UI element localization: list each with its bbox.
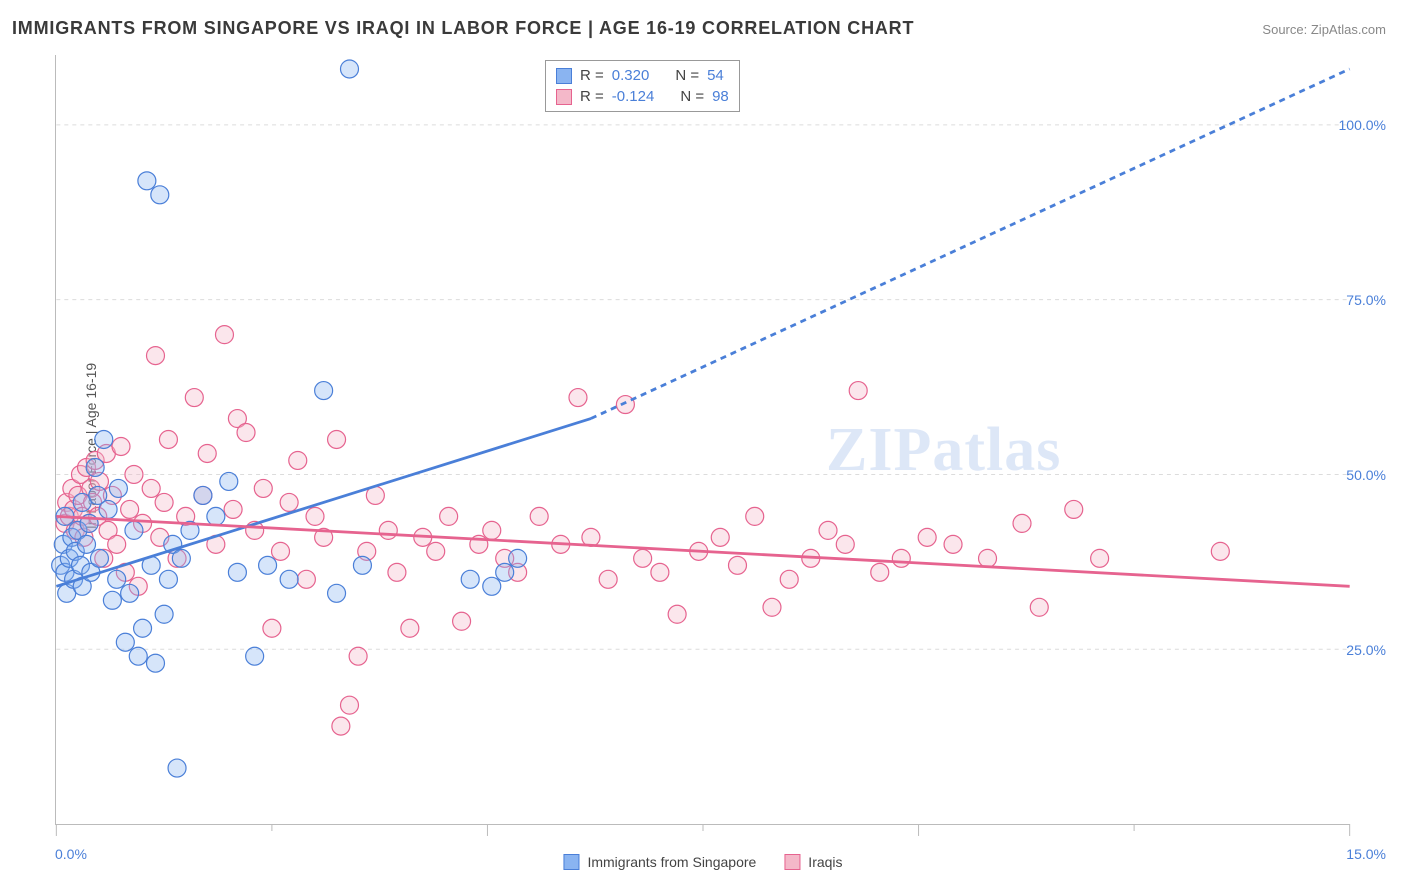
legend-swatch-iraqis <box>556 89 572 105</box>
legend-r-value: 0.320 <box>612 67 650 84</box>
legend-r-value: -0.124 <box>612 88 655 105</box>
legend-label: Iraqis <box>808 854 842 870</box>
legend-n-label: N = <box>680 88 704 105</box>
y-grid-label: 50.0% <box>1346 467 1386 483</box>
legend-item-singapore[interactable]: Immigrants from Singapore <box>563 854 756 870</box>
legend-label: Immigrants from Singapore <box>587 854 756 870</box>
legend-stats-box: R = 0.320 N = 54 R = -0.124 N = 98 <box>545 60 740 112</box>
chart-plot-area: ZIPatlas <box>55 55 1350 825</box>
source-attribution: Source: ZipAtlas.com <box>1262 22 1386 37</box>
y-grid-label: 75.0% <box>1346 292 1386 308</box>
legend-item-iraqis[interactable]: Iraqis <box>784 854 842 870</box>
x-axis-min-label: 0.0% <box>55 846 87 862</box>
legend-stats-row-singapore: R = 0.320 N = 54 <box>556 65 729 86</box>
legend-n-value: 98 <box>712 88 729 105</box>
chart-svg <box>56 55 1350 824</box>
legend-n-label: N = <box>675 67 699 84</box>
legend-r-label: R = <box>580 67 604 84</box>
y-grid-label: 100.0% <box>1339 117 1386 133</box>
legend-swatch-iraqis <box>784 854 800 870</box>
legend-stats-row-iraqis: R = -0.124 N = 98 <box>556 86 729 107</box>
y-grid-label: 25.0% <box>1346 642 1386 658</box>
legend-r-label: R = <box>580 88 604 105</box>
legend-bottom: Immigrants from Singapore Iraqis <box>563 854 842 870</box>
x-axis-max-label: 15.0% <box>1346 846 1386 862</box>
chart-title: IMMIGRANTS FROM SINGAPORE VS IRAQI IN LA… <box>12 18 914 39</box>
legend-n-value: 54 <box>707 67 724 84</box>
legend-swatch-singapore <box>563 854 579 870</box>
source-label: Source: <box>1262 22 1307 37</box>
source-link[interactable]: ZipAtlas.com <box>1311 22 1386 37</box>
legend-swatch-singapore <box>556 68 572 84</box>
